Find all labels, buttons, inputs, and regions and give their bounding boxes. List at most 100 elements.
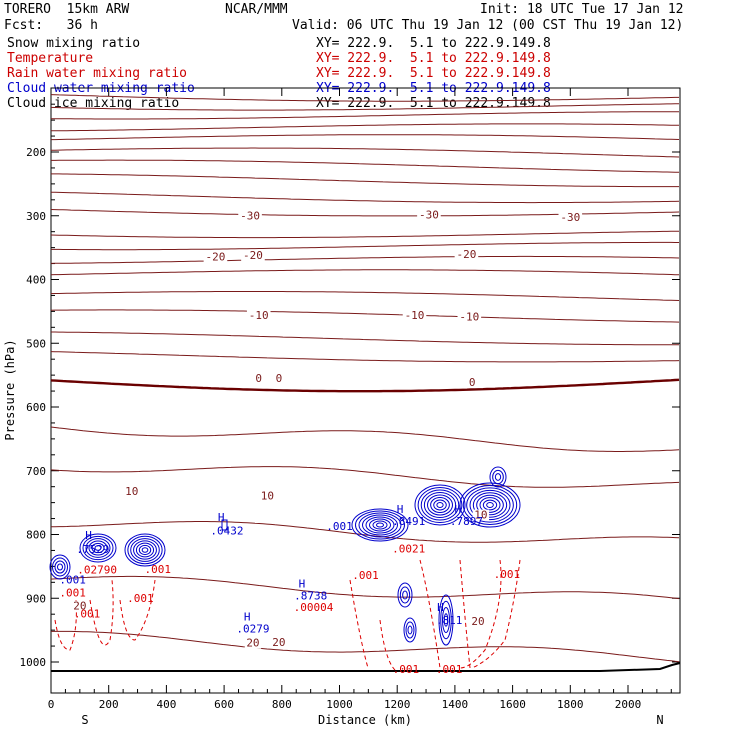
isotherm-label: -20 — [206, 250, 226, 263]
field-annotation: .001 — [352, 569, 379, 582]
isotherm-label-bg — [469, 616, 487, 628]
y-tick-label: 200 — [26, 146, 46, 159]
cloud-water-contour — [362, 514, 398, 536]
isotherm-label-bg — [454, 248, 479, 260]
cloud-water-contour — [494, 473, 502, 481]
field-annotation: .7529 — [76, 543, 109, 556]
field-annotation: .8491 — [392, 515, 425, 528]
valid-time: Valid: 06 UTC Thu 19 Jan 12 (00 CST Thu … — [292, 18, 684, 33]
isotherm-label: 0 — [469, 376, 476, 389]
x-tick-label: 200 — [99, 698, 119, 711]
rain-water-contour — [459, 559, 471, 669]
isotherm-label-bg — [71, 600, 89, 612]
isotherm-label-bg — [123, 485, 140, 497]
isotherm-line — [51, 147, 680, 158]
cloud-water-contour — [221, 519, 228, 531]
cloud-water-contour — [138, 544, 152, 556]
cloud-water-contour — [372, 520, 388, 530]
cloud-water-contour — [403, 617, 417, 643]
isotherm-label: -10 — [405, 309, 425, 322]
cloud-water-contour — [479, 497, 501, 513]
cloud-water-contour — [130, 538, 160, 562]
cloud-water-contour — [417, 487, 463, 523]
isotherm-line — [50, 291, 680, 301]
isotherm-line — [50, 103, 679, 111]
cloud-water-contour — [369, 518, 391, 532]
y-tick-label: 500 — [26, 337, 46, 350]
cloud-water-contour — [135, 542, 155, 558]
field-annotation: .0279 — [236, 623, 269, 636]
field-annotation: H — [244, 611, 251, 624]
rain-water-contour — [459, 559, 502, 669]
cloud-water-contour — [49, 554, 71, 580]
cloud-water-contour — [430, 497, 450, 513]
cloud-water-contour — [469, 489, 511, 521]
organization: NCAR/MMM — [225, 2, 288, 17]
isotherm-label: 20 — [272, 636, 285, 649]
cloud-water-contour — [88, 540, 108, 556]
isotherm-label-bg — [558, 211, 583, 223]
cloud-water-contour — [472, 492, 508, 518]
legend-snow-xy: XY= 222.9. 5.1 to 222.9.149.8 — [316, 36, 551, 51]
cloud-water-contour — [52, 557, 68, 577]
isotherm-label-bg — [417, 209, 441, 221]
x-tick-label: 1600 — [499, 698, 526, 711]
field-annotation: .0432 — [210, 525, 243, 538]
isotherm-label-bg — [254, 373, 264, 385]
cloud-water-contour — [365, 516, 395, 534]
cloud-water-contour — [462, 484, 518, 526]
legend-rain-label: Rain water mixing ratio — [7, 66, 188, 81]
model-name: TORERO 15km ARW — [4, 2, 130, 17]
cloud-water-contour — [94, 545, 102, 551]
isotherm-label-bg — [203, 251, 228, 263]
rain-water-contour — [419, 559, 441, 669]
field-annotation: .001 — [436, 663, 463, 676]
field-annotation: .7897 — [450, 515, 483, 528]
cloud-water-contour — [402, 590, 408, 600]
isotherm-line — [51, 111, 679, 120]
cloud-water-contour — [420, 489, 460, 521]
cloud-water-contour — [466, 487, 514, 523]
x-axis-title: Distance (km) — [318, 713, 412, 727]
x-tick-label: 0 — [48, 698, 55, 711]
isotherm-line — [50, 269, 680, 276]
isotherm-line — [50, 521, 680, 543]
isotherm-line — [50, 209, 680, 217]
isotherm-label: -30 — [419, 208, 439, 221]
field-annotation: H — [397, 503, 404, 516]
field-annotation: .0021 — [392, 542, 425, 555]
isotherm-label: 10 — [474, 509, 487, 522]
x-tick-label: 1200 — [384, 698, 411, 711]
rain-water-contour — [54, 599, 77, 651]
isotherm-label: 20 — [73, 600, 86, 613]
plot-frame — [50, 87, 681, 694]
x-end-label-north: N — [656, 713, 663, 727]
isotherm-line — [50, 191, 680, 204]
cloud-water-contour — [54, 560, 66, 574]
ground-surface-line — [51, 662, 681, 672]
cloud-water-contour — [489, 466, 507, 488]
cloud-water-contour — [351, 508, 409, 542]
isotherm-line — [50, 309, 680, 323]
isotherm-label: -30 — [240, 210, 260, 223]
cloud-water-contour — [423, 492, 457, 518]
init-time: Init: 18 UTC Tue 17 Jan 12 — [480, 2, 684, 17]
field-annotation: .001 — [326, 520, 353, 533]
cloud-water-contour — [482, 499, 498, 511]
isotherm-line — [51, 630, 680, 663]
legend-temperature-xy: XY= 222.9. 5.1 to 222.9.149.8 — [316, 51, 551, 66]
field-annotation: H — [437, 601, 444, 614]
cloud-water-contour — [141, 547, 149, 553]
cloud-water-contour — [405, 621, 415, 639]
field-annotation: H — [299, 577, 306, 590]
isotherm-label: 20 — [246, 637, 259, 650]
isotherm-line — [50, 351, 680, 363]
cloud-water-contour — [133, 540, 157, 560]
isotherm-label-bg — [259, 490, 276, 502]
field-annotation: H — [85, 529, 92, 542]
isotherm-line — [51, 173, 679, 188]
cloud-water-contour — [427, 494, 453, 516]
field-annotation: .001 — [393, 663, 420, 676]
y-tick-label: 800 — [26, 529, 46, 542]
